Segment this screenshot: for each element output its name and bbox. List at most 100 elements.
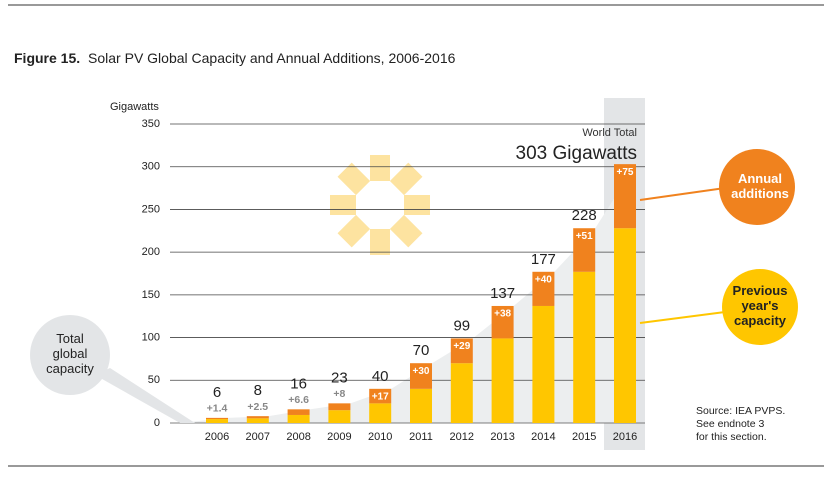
bar-segment xyxy=(369,403,392,423)
bar-segment xyxy=(246,416,269,419)
text-line: Previous xyxy=(733,283,788,298)
addition-label: +2.5 xyxy=(247,401,268,413)
text-line: Total xyxy=(56,331,84,346)
y-tick-label: 200 xyxy=(142,246,160,258)
addition-label: +8 xyxy=(333,388,345,400)
annual-additions-text: Annual additions xyxy=(731,171,789,201)
bar-segment xyxy=(410,363,432,389)
addition-label: +51 xyxy=(576,231,593,242)
bar-segment xyxy=(328,410,351,423)
text-line: additions xyxy=(731,186,789,201)
total-label: 99 xyxy=(453,317,470,334)
total-label: 6 xyxy=(213,384,221,401)
bar-segment xyxy=(246,418,269,423)
bar-segment xyxy=(450,363,473,423)
source-text: Source: IEA PVPS. See endnote 3 for this s… xyxy=(696,405,785,443)
x-tick-label: 2014 xyxy=(531,431,555,443)
text-line: year's xyxy=(741,298,778,313)
previous-capacity-text: Previous year's capacity xyxy=(733,283,788,328)
world-total-label: World Total xyxy=(582,127,637,139)
x-tick-label: 2010 xyxy=(368,431,392,443)
capacity-area xyxy=(180,164,636,423)
total-label: 23 xyxy=(331,369,348,386)
sun-ray xyxy=(337,214,371,248)
annual-additions-bubble xyxy=(719,149,795,225)
addition-label: +30 xyxy=(413,366,430,377)
bar-segment xyxy=(369,388,392,404)
bar-segment xyxy=(491,338,514,423)
addition-label: +29 xyxy=(453,341,470,352)
bar-segment xyxy=(287,409,310,415)
sun-ray xyxy=(337,162,371,196)
text-line: capacity xyxy=(734,313,787,328)
callout-line xyxy=(639,187,726,201)
total-label: 16 xyxy=(290,375,307,392)
x-tick-label: 2009 xyxy=(327,431,351,443)
callout-pointer xyxy=(95,368,195,423)
sun-ray xyxy=(370,229,390,255)
bar-segment xyxy=(532,271,555,306)
bar-segment xyxy=(573,271,596,423)
plot: 0 50 100 150 200 250 300 350 2006 +1.4 6 2007 +2.5 8 2… xyxy=(142,118,645,443)
y-tick-label: 350 xyxy=(142,118,160,130)
bar-segment xyxy=(614,228,636,423)
bar-segment xyxy=(206,419,228,423)
bar-segment xyxy=(614,164,636,229)
sun-ray xyxy=(404,195,430,215)
x-tick-label: 2006 xyxy=(205,431,229,443)
text-line: global xyxy=(53,346,88,361)
bar-segment xyxy=(328,403,351,411)
x-tick-label: 2007 xyxy=(246,431,270,443)
total-capacity-text: Total global capacity xyxy=(46,331,94,376)
bar-segment xyxy=(573,228,596,272)
sun-ray xyxy=(370,155,390,181)
x-tick-label: 2016 xyxy=(613,431,637,443)
x-tick-label: 2008 xyxy=(286,431,310,443)
y-tick-label: 300 xyxy=(142,161,160,173)
total-label: 137 xyxy=(490,285,515,302)
sun-ray xyxy=(330,195,356,215)
addition-label: +75 xyxy=(617,167,634,178)
title-label: Figure 15. xyxy=(14,50,80,66)
bar-segment xyxy=(206,417,228,420)
addition-label: +1.4 xyxy=(207,403,228,415)
previous-capacity-bubble xyxy=(722,269,798,345)
bar-segment xyxy=(410,388,432,423)
text-line: See endnote 3 xyxy=(696,418,764,430)
x-tick-label: 2015 xyxy=(572,431,596,443)
text-line: Annual xyxy=(738,171,782,186)
addition-label: +17 xyxy=(372,391,389,402)
title-text: Solar PV Global Capacity and Annual Addi… xyxy=(88,50,456,66)
total-label: 228 xyxy=(572,207,597,224)
y-tick-label: 100 xyxy=(142,331,160,343)
addition-label: +38 xyxy=(494,309,511,320)
y-tick-label: 250 xyxy=(142,203,160,215)
x-tick-label: 2011 xyxy=(409,431,433,443)
total-label: 177 xyxy=(531,251,556,268)
addition-label: +6.6 xyxy=(288,394,309,406)
y-tick-label: 150 xyxy=(142,289,160,301)
addition-label: +40 xyxy=(535,274,552,285)
bar-segment xyxy=(491,305,514,339)
total-label: 40 xyxy=(372,368,389,385)
y-tick-label: 0 xyxy=(154,417,160,429)
sun-icon xyxy=(330,155,430,255)
sun-ray xyxy=(389,162,423,196)
x-tick-label: 2012 xyxy=(450,431,474,443)
text-line: for this section. xyxy=(696,431,767,443)
total-label: 8 xyxy=(254,382,262,399)
bar-segment xyxy=(532,305,555,423)
y-tick-label: 50 xyxy=(148,374,160,386)
world-total-value: 303 Gigawatts xyxy=(516,143,637,164)
chart-title: Figure 15. Solar PV Global Capacity and … xyxy=(14,50,456,66)
total-capacity-bubble xyxy=(30,315,110,395)
bar-segment xyxy=(287,414,310,423)
text-line: Source: IEA PVPS. xyxy=(696,405,785,417)
sun-ray xyxy=(389,214,423,248)
total-label: 70 xyxy=(413,342,430,359)
x-tick-label: 2013 xyxy=(490,431,514,443)
y-axis-label: Gigawatts xyxy=(110,101,159,113)
text-line: capacity xyxy=(46,361,94,376)
callout-line xyxy=(639,311,726,324)
